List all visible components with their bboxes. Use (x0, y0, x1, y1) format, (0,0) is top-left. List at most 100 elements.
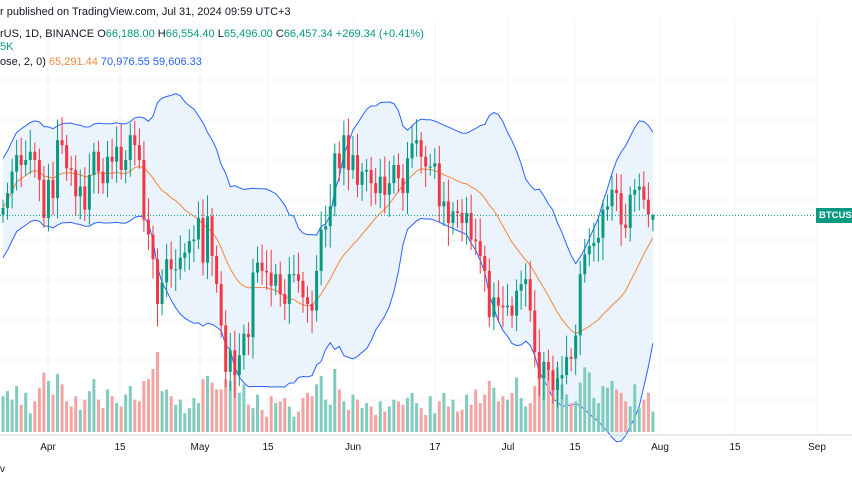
candle-body (37, 160, 41, 180)
candle (465, 196, 469, 245)
volume-bar (292, 416, 296, 432)
candle (487, 258, 491, 327)
volume-bar (565, 394, 569, 432)
candle (628, 186, 632, 242)
candle (578, 260, 582, 356)
candle (19, 137, 23, 188)
volume-bar (569, 403, 573, 432)
candle (437, 145, 441, 223)
volume-bar (33, 401, 37, 432)
candle-body (256, 262, 260, 273)
volume-bar (37, 387, 41, 432)
volume-bar (92, 379, 96, 432)
candle (1, 199, 5, 223)
candle-body (219, 284, 223, 326)
candle-body (87, 174, 91, 210)
volume-bar (374, 414, 378, 432)
candle (296, 252, 300, 293)
volume-bar (342, 401, 346, 432)
volume-bar (169, 396, 173, 432)
volume-bar (437, 401, 441, 432)
candle-body (65, 145, 69, 169)
candle-body (369, 169, 373, 184)
candle-body (533, 310, 537, 352)
volume-bar (337, 389, 341, 432)
candle-body (442, 201, 446, 207)
volume-bar (615, 389, 619, 432)
candle (246, 322, 250, 356)
candle (124, 150, 128, 184)
candle (165, 243, 169, 298)
candle-body (101, 171, 105, 184)
candle (183, 243, 187, 272)
candle-body (10, 171, 14, 194)
volume-bar (146, 379, 150, 432)
candle-body (569, 356, 573, 359)
volume-bar (392, 399, 396, 432)
candle-body (319, 229, 323, 271)
candle-body (260, 262, 264, 271)
candle (65, 134, 69, 181)
candle (515, 279, 519, 332)
candle-body (328, 206, 332, 227)
candle (537, 329, 541, 397)
bollinger-basis-line (2, 166, 654, 335)
candle-body (519, 284, 523, 291)
candle (219, 271, 223, 338)
candle-body (169, 259, 173, 270)
candle-body (542, 361, 546, 379)
volume-bar (419, 408, 423, 432)
volume-bar (237, 392, 241, 432)
volume-bar (119, 406, 123, 432)
volume-bar (42, 372, 46, 432)
volume-bar (128, 386, 132, 432)
candle (133, 120, 137, 166)
volume-bar (65, 401, 69, 432)
candle (283, 279, 287, 321)
candle-body (505, 305, 509, 308)
volume-bar (83, 399, 87, 432)
volume-bar (46, 380, 50, 432)
volume-bar (515, 377, 519, 432)
candle-body (228, 350, 232, 372)
candle (6, 182, 10, 220)
volume-bar (187, 408, 191, 432)
volume-legend: 5K (0, 41, 14, 53)
bollinger-upper-line (2, 93, 654, 265)
volume-bar (619, 392, 623, 432)
candle (615, 173, 619, 212)
volume-bar (651, 411, 655, 432)
volume-bar (96, 399, 100, 432)
volume-bar (501, 396, 505, 432)
volume-bar (206, 375, 210, 432)
volume-bar (310, 396, 314, 432)
candle (315, 255, 319, 322)
candle-body (246, 333, 250, 338)
volume-bar (492, 387, 496, 432)
volume-bar (610, 380, 614, 432)
volume-bar (178, 399, 182, 432)
candle (501, 286, 505, 328)
bollinger-band-fill (3, 93, 653, 442)
candle-body (110, 156, 114, 162)
candle-body (415, 140, 419, 144)
candle (301, 271, 305, 313)
candle (510, 296, 514, 328)
publish-note: r published on TradingView.com, Jul 31, … (0, 6, 291, 18)
low-key: L (217, 28, 224, 40)
volume-bar (378, 401, 382, 432)
candle-body (46, 179, 50, 218)
candle (251, 258, 255, 359)
volume-bar (346, 409, 350, 432)
candle (587, 228, 591, 267)
candle (274, 263, 278, 296)
candle-body (315, 270, 319, 311)
candle (56, 119, 60, 219)
candle-body (183, 252, 187, 258)
candle (319, 211, 323, 286)
candle-body (637, 186, 641, 190)
last-price-tag[interactable]: BTCUSD (816, 207, 852, 223)
candle (174, 249, 178, 292)
candle (292, 254, 296, 283)
